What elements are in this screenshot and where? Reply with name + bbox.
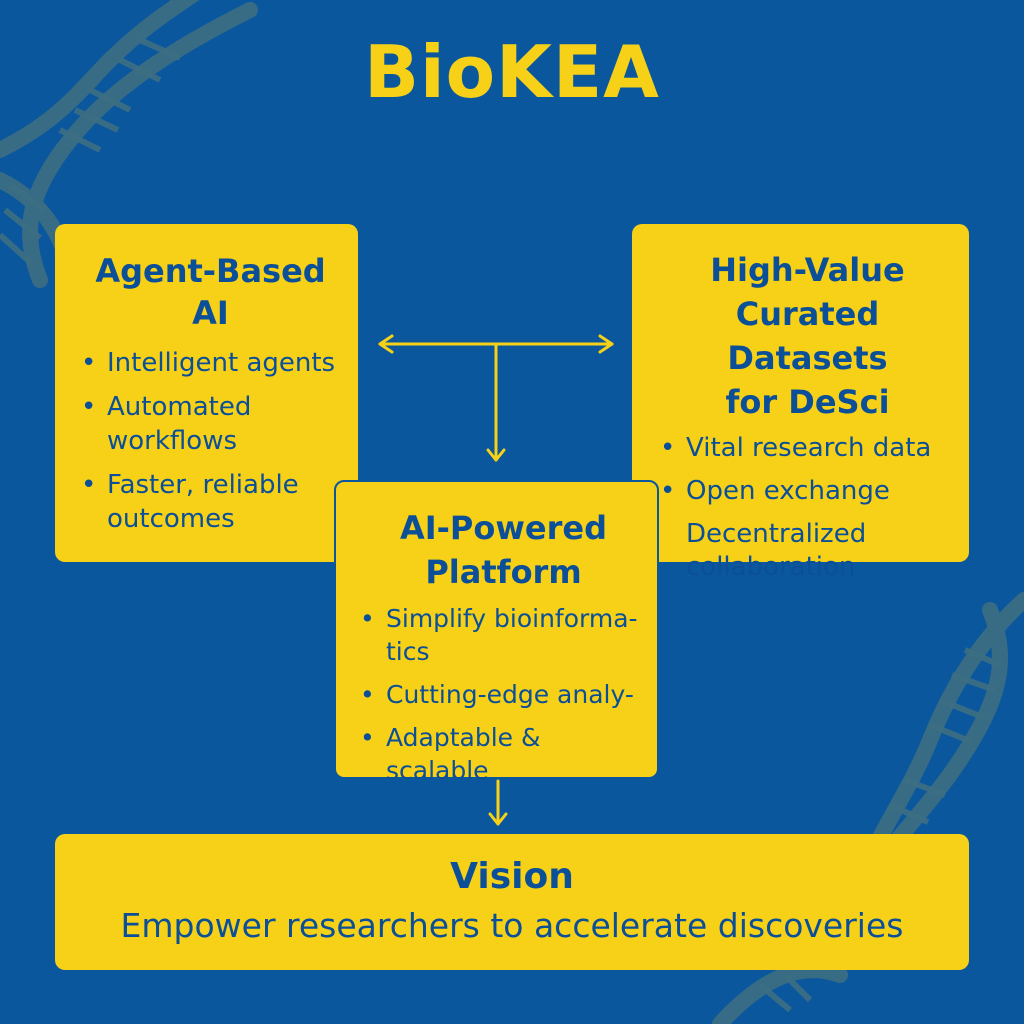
list-item-text: Simplify bioinforma- — [386, 604, 638, 633]
list-item: • Cutting-edge analy- — [358, 678, 649, 711]
bullet-icon: • — [81, 348, 97, 378]
list-item-text-continued: outcomes — [107, 504, 235, 534]
ai-powered-platform-title: AI-Powered Platform — [358, 506, 649, 594]
bullet-icon: • — [660, 476, 676, 506]
platform-title-line2: Platform — [425, 553, 582, 591]
list-item: • Open exchange — [658, 475, 957, 508]
list-item-text: Intelligent agents — [107, 348, 336, 378]
arrowhead-down-platform — [486, 448, 506, 462]
list-item-text: Adaptable & scalable — [386, 723, 541, 785]
list-item-text-continued: workflows — [107, 426, 238, 456]
list-item: • Vital research data — [658, 432, 957, 465]
agent-feature-list: • Intelligent agents • Automated workflo… — [79, 346, 342, 536]
list-item-text: Automated — [107, 392, 252, 422]
dna-strand-bottom-right-c — [712, 962, 848, 1024]
agent-title-line2: AI — [192, 294, 229, 332]
list-item: • Intelligent agents — [79, 346, 342, 380]
bullet-icon: • — [360, 680, 375, 709]
bullet-icon: • — [360, 604, 375, 633]
datasets-title-line2: Curated Datasets — [727, 295, 888, 377]
list-item: • Automated workflows — [79, 390, 342, 458]
datasets-title-line3: for DeSci — [725, 383, 890, 421]
vision-statement: Empower researchers to accelerate discov… — [120, 906, 904, 945]
arrowhead-left — [378, 334, 394, 354]
list-item: Decentralized collaboration — [658, 518, 957, 584]
dna-strand-top-left-a — [0, 0, 200, 158]
bullet-icon: • — [360, 723, 375, 752]
agent-based-ai-title: Agent-Based AI — [79, 250, 342, 334]
list-item: • Simplify bioinforma- tics — [358, 602, 649, 668]
bullet-icon: • — [660, 433, 676, 463]
list-item-text-continued: collaboration — [686, 552, 856, 582]
list-item-text: Cutting-edge analy- — [386, 680, 634, 709]
curated-datasets-title: High-Value Curated Datasets for DeSci — [658, 248, 957, 424]
list-item: • Faster, reliable outcomes — [79, 468, 342, 536]
page-title: BioKEA — [364, 30, 660, 114]
list-item-text: Open exchange — [686, 476, 890, 506]
vision-box: Vision Empower researchers to accelerate… — [55, 834, 969, 970]
list-item-text: Faster, reliable — [107, 470, 299, 500]
datasets-feature-list: • Vital research data • Open exchange De… — [658, 432, 957, 584]
platform-title-line1: AI-Powered — [399, 509, 608, 547]
bullet-icon: • — [81, 392, 97, 422]
ai-powered-platform-box: AI-Powered Platform • Simplify bioinform… — [334, 480, 659, 785]
agent-based-ai-box: Agent-Based AI • Intelligent agents • Au… — [55, 224, 358, 562]
bullet-icon: • — [81, 470, 97, 500]
list-item-text-continued: tics — [386, 637, 430, 666]
agent-title-line1: Agent-Based — [95, 252, 326, 290]
list-item-text: Decentralized — [686, 519, 867, 549]
vision-title: Vision — [450, 856, 574, 897]
list-item-text: Vital research data — [686, 433, 932, 463]
datasets-title-line1: High-Value — [710, 251, 905, 289]
arrowhead-down-vision — [488, 812, 508, 826]
platform-feature-list: • Simplify bioinforma- tics • Cutting-ed… — [358, 602, 649, 787]
curated-datasets-box: High-Value Curated Datasets for DeSci • … — [632, 224, 969, 582]
arrowhead-right — [598, 334, 614, 354]
list-item: • Adaptable & scalable — [358, 721, 649, 787]
